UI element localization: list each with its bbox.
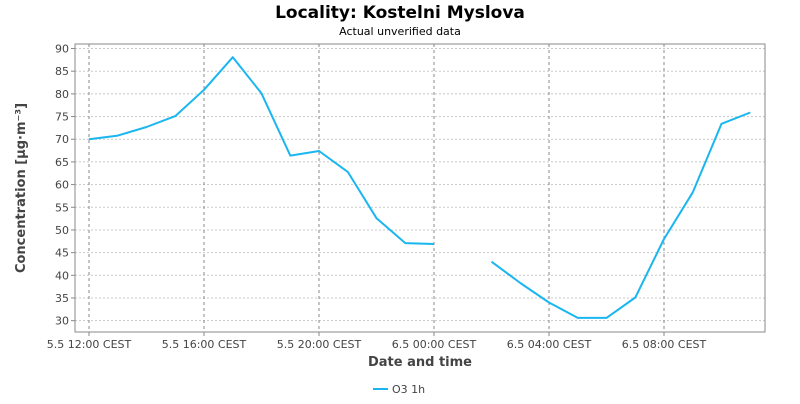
x-tick-label: 5.5 20:00 CEST	[277, 338, 362, 351]
x-tick-label: 6.5 04:00 CEST	[507, 338, 592, 351]
x-axis-label: Date and time	[368, 355, 472, 370]
y-tick-label: 50	[55, 224, 69, 237]
y-tick-label: 30	[55, 315, 69, 328]
y-tick-label: 70	[55, 133, 69, 146]
legend-label-o3: O3 1h	[392, 383, 425, 396]
y-tick-label: 45	[55, 247, 69, 260]
plot-area	[74, 43, 766, 333]
series-line-o3-segment-2	[490, 111, 751, 319]
y-tick-label: 80	[55, 88, 69, 101]
y-tick-label: 75	[55, 111, 69, 124]
y-tick-label: 40	[55, 269, 69, 282]
chart-subtitle: Actual unverified data	[339, 25, 461, 38]
series-layer	[88, 56, 751, 319]
y-tick-label: 60	[55, 179, 69, 192]
chart-title: Locality: Kostelni Myslova	[275, 3, 525, 23]
series-line-o3-segment-1	[88, 56, 435, 245]
y-axis-label: Concentration [µg·m⁻³]	[14, 103, 29, 273]
y-tick-label: 85	[55, 65, 69, 78]
x-tick-label: 6.5 00:00 CEST	[392, 338, 477, 351]
legend: O3 1h	[373, 383, 425, 396]
y-tick-label: 55	[55, 201, 69, 214]
axis-ticks: 30 35 40 45 50 55 60 65 70 75 80 85 90 5.5 12:00 CEST…	[47, 43, 707, 351]
x-tick-label: 5.5 12:00 CEST	[47, 338, 132, 351]
y-tick-label: 35	[55, 292, 69, 305]
grid	[75, 44, 765, 332]
y-tick-label: 65	[55, 156, 69, 169]
x-tick-label: 6.5 08:00 CEST	[622, 338, 707, 351]
y-tick-label: 90	[55, 43, 69, 56]
x-tick-label: 5.5 16:00 CEST	[162, 338, 247, 351]
